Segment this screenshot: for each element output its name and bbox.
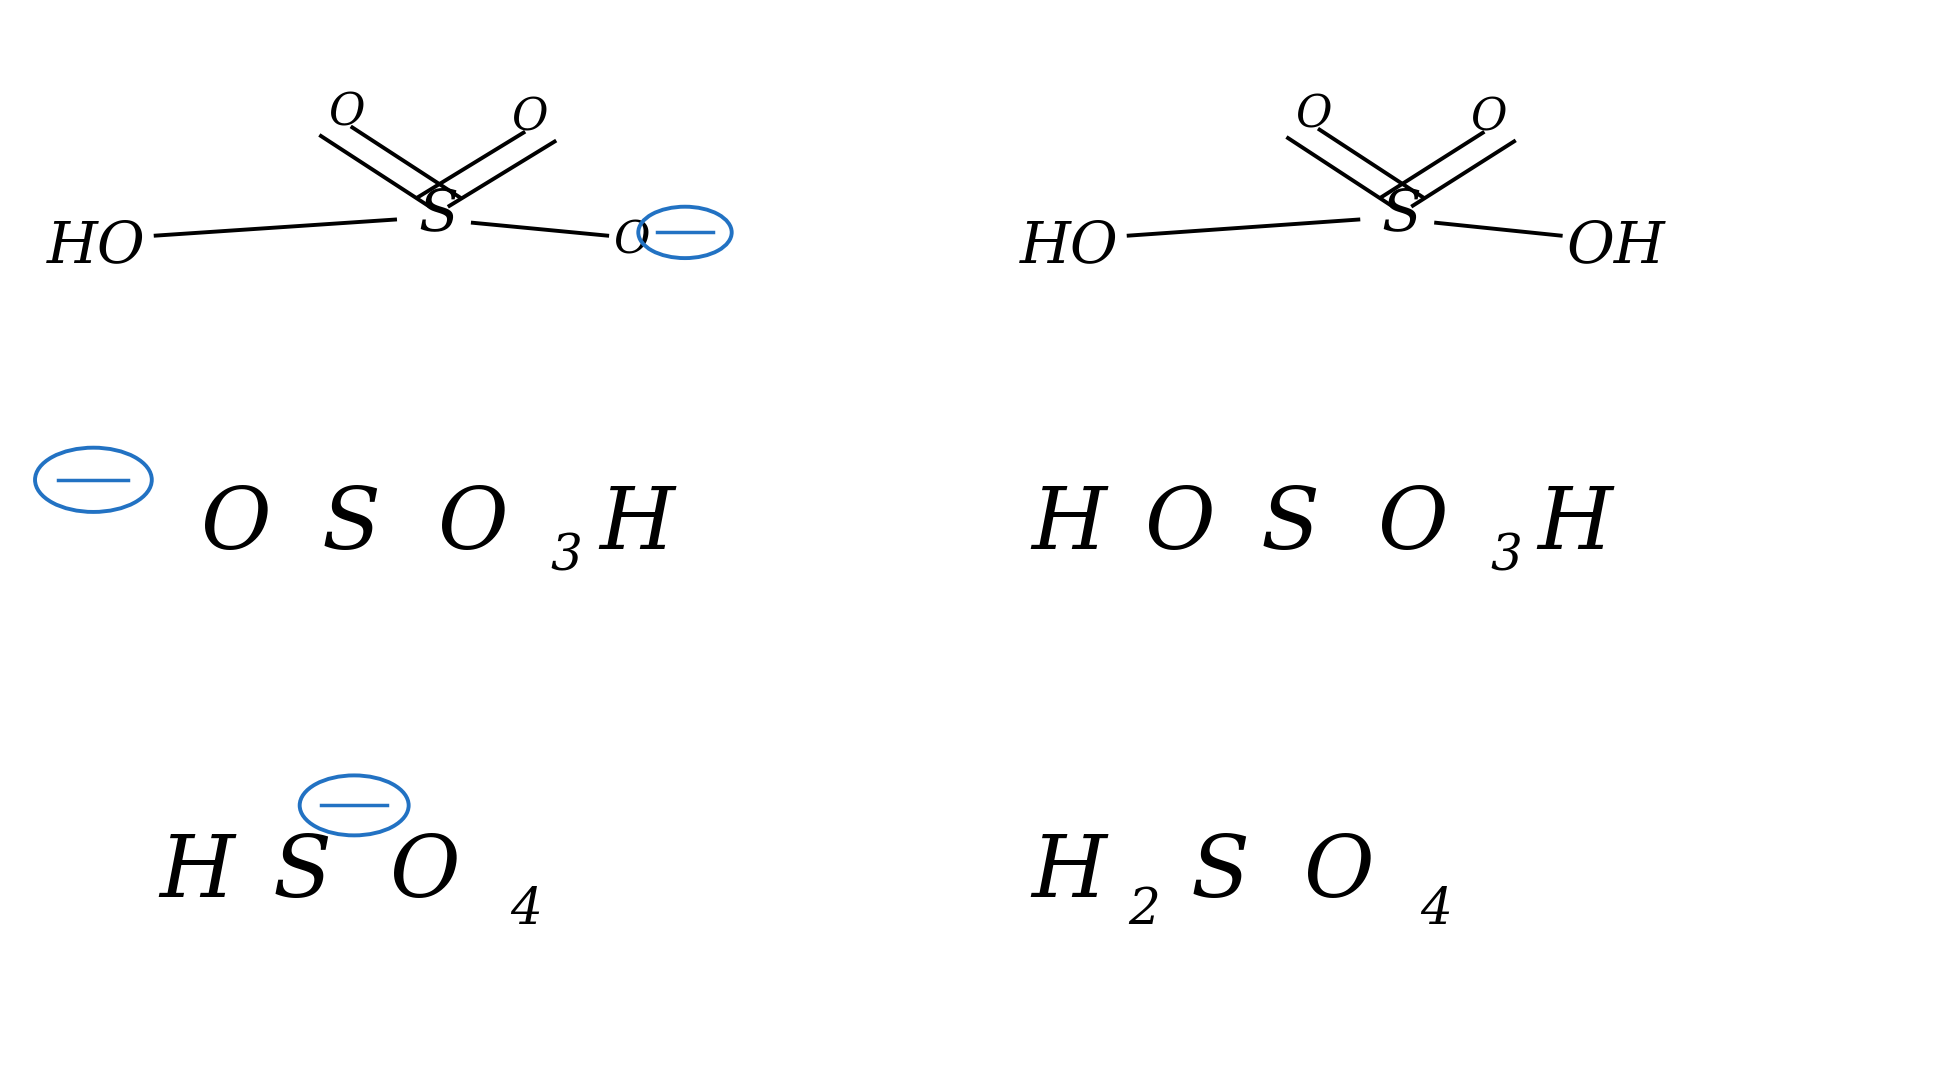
Text: 3: 3 [1491, 532, 1522, 582]
Text: 3: 3 [551, 532, 582, 582]
Text: HO: HO [47, 218, 146, 274]
Text: H: H [599, 483, 675, 567]
Text: 4: 4 [510, 886, 541, 935]
Text: O: O [1471, 96, 1506, 139]
Text: S: S [418, 186, 457, 242]
Text: S: S [272, 831, 331, 915]
Text: 2: 2 [1129, 886, 1160, 935]
Text: 4: 4 [1421, 886, 1452, 935]
Text: O: O [512, 96, 547, 139]
Text: O: O [1144, 483, 1214, 567]
Text: O: O [329, 91, 364, 134]
Text: O: O [613, 220, 650, 262]
Text: H: H [1031, 831, 1107, 915]
Text: S: S [1261, 483, 1319, 567]
Text: O: O [1378, 483, 1448, 567]
Text: O: O [1296, 93, 1331, 136]
Text: O: O [438, 483, 508, 567]
Text: H: H [1537, 483, 1613, 567]
Text: OH: OH [1567, 218, 1666, 274]
Text: HO: HO [1020, 218, 1119, 274]
Text: O: O [1304, 831, 1374, 915]
Text: S: S [1382, 186, 1421, 242]
Text: H: H [1031, 483, 1107, 567]
Text: S: S [1191, 831, 1249, 915]
Text: O: O [389, 831, 459, 915]
Text: O: O [200, 483, 270, 567]
Text: S: S [321, 483, 379, 567]
Text: H: H [160, 831, 235, 915]
